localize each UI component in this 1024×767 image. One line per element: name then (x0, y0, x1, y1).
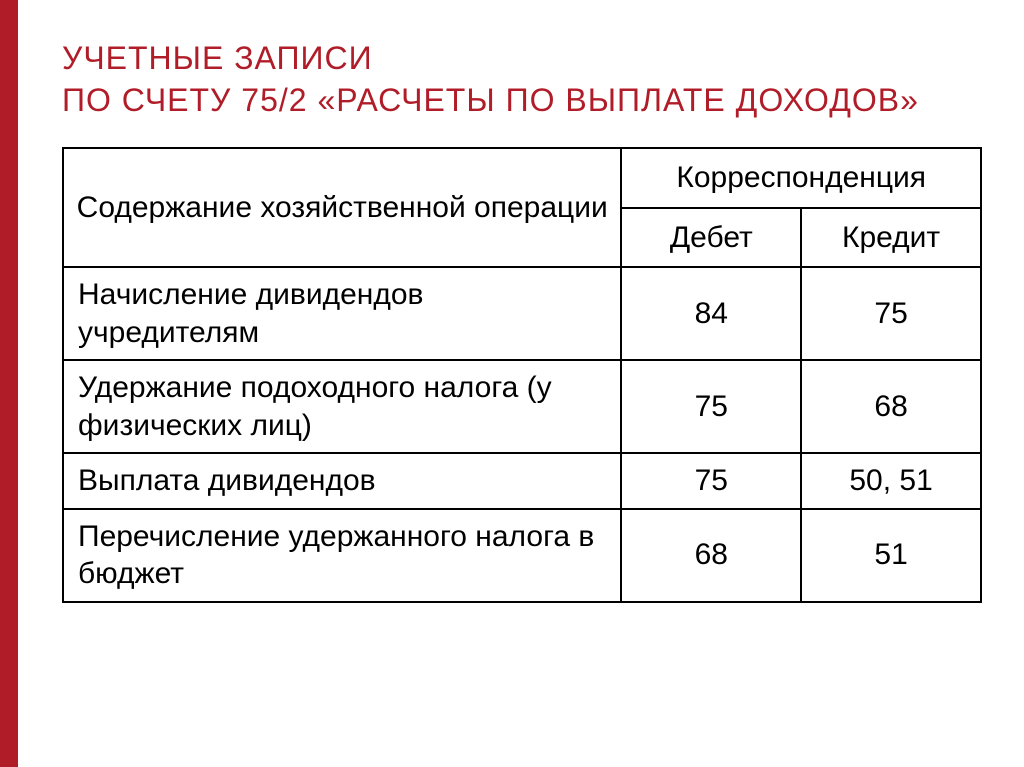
slide-title: УЧЕТНЫЕ ЗАПИСИ ПО СЧЕТУ 75/2 «РАСЧЕТЫ ПО… (62, 38, 980, 121)
cell-operation: Перечисление удержанного налога в бюджет (63, 509, 621, 602)
table-row: Начисление дивидендов учредителям 84 75 (63, 267, 981, 360)
cell-credit: 50, 51 (801, 453, 981, 509)
cell-operation: Выплата дивидендов (63, 453, 621, 509)
cell-credit: 75 (801, 267, 981, 360)
cell-debit: 84 (621, 267, 801, 360)
cell-credit: 68 (801, 360, 981, 453)
accent-bar (0, 0, 18, 767)
col-header-credit: Кредит (801, 208, 981, 268)
cell-debit: 75 (621, 360, 801, 453)
cell-credit: 51 (801, 509, 981, 602)
title-line-2: ПО СЧЕТУ 75/2 «РАСЧЕТЫ ПО ВЫПЛАТЕ ДОХОДО… (62, 82, 919, 118)
table-row: Удержание подоходного налога (у физическ… (63, 360, 981, 453)
col-header-operation: Содержание хозяйственной операции (63, 148, 621, 267)
table-row: Перечисление удержанного налога в бюджет… (63, 509, 981, 602)
cell-debit: 75 (621, 453, 801, 509)
title-line-1: УЧЕТНЫЕ ЗАПИСИ (62, 40, 373, 76)
col-header-debit: Дебет (621, 208, 801, 268)
accounting-table: Содержание хозяйственной операции Коррес… (62, 147, 982, 603)
cell-operation: Начисление дивидендов учредителям (63, 267, 621, 360)
table-header-row-1: Содержание хозяйственной операции Коррес… (63, 148, 981, 208)
slide-body: УЧЕТНЫЕ ЗАПИСИ ПО СЧЕТУ 75/2 «РАСЧЕТЫ ПО… (18, 0, 1024, 603)
col-header-correspondence: Корреспонденция (621, 148, 981, 208)
cell-operation: Удержание подоходного налога (у физическ… (63, 360, 621, 453)
cell-debit: 68 (621, 509, 801, 602)
table-row: Выплата дивидендов 75 50, 51 (63, 453, 981, 509)
